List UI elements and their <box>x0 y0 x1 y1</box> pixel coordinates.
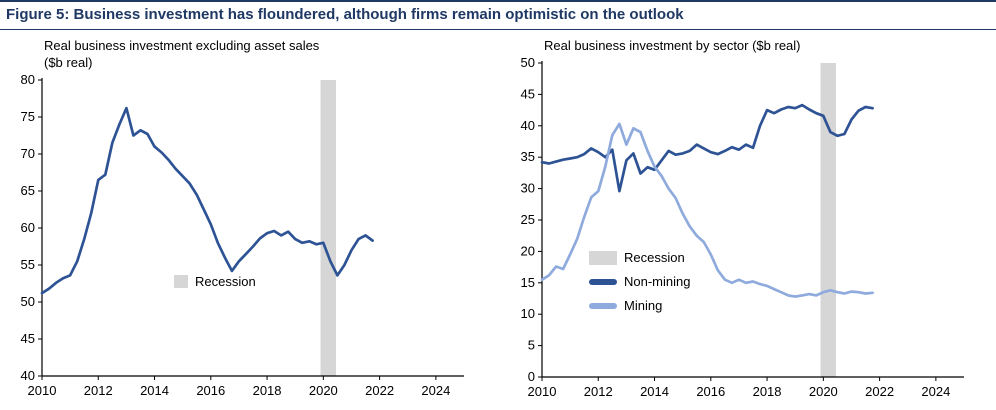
charts-row: Real business investment excluding asset… <box>0 30 996 410</box>
x-tick-label: 2014 <box>640 384 669 399</box>
x-tick-label: 2012 <box>584 384 613 399</box>
legend-item-recession: Recession <box>174 274 256 289</box>
non-mining-swatch <box>589 278 617 285</box>
y-tick-label: 5 <box>528 337 535 352</box>
x-tick-label: 2020 <box>809 384 838 399</box>
chart-right-title: Real business investment by sector ($b r… <box>544 38 801 53</box>
mining-swatch <box>589 302 617 309</box>
chart-left-title: Real business investment excluding asset… <box>44 38 320 70</box>
y-tick-label: 25 <box>521 212 535 227</box>
chart-left-legend: Recession <box>174 274 256 289</box>
legend-label-mining: Mining <box>624 298 663 313</box>
y-tick-label: 40 <box>521 118 535 133</box>
x-tick-label: 2016 <box>696 384 725 399</box>
x-tick-label: 2016 <box>196 383 225 398</box>
y-tick-label: 65 <box>21 183 35 198</box>
y-tick-label: 50 <box>21 294 35 309</box>
legend-item-non-mining: Non-mining <box>589 274 690 289</box>
y-tick-label: 75 <box>21 109 35 124</box>
series-line <box>40 106 374 295</box>
y-tick-label: 45 <box>521 86 535 101</box>
chart-left-canvas: 40 45 50 55 60 65 70 75 80 2010 2012 2014 2016 2018 20… <box>4 72 490 409</box>
recession-band <box>820 62 836 377</box>
y-tick-label: 50 <box>521 55 535 70</box>
x-tick-label: 2022 <box>365 383 394 398</box>
x-tick-label: 2024 <box>421 383 450 398</box>
y-tick-label: 60 <box>21 220 35 235</box>
figure-title: Figure 5: Business investment has flound… <box>0 0 996 30</box>
chart-right-legend: Recession Non-mining Mining <box>589 250 690 313</box>
x-tick-label: 2010 <box>528 384 557 399</box>
x-tick-label: 2012 <box>84 383 113 398</box>
y-tick-label: 0 <box>528 369 535 384</box>
chart-svg: 0 5 10 15 20 25 30 35 40 45 50 2010 2012 2014 2016 2018… <box>521 55 964 399</box>
y-tick-label: 40 <box>21 368 35 383</box>
x-tick-label: 2022 <box>865 384 894 399</box>
recession-swatch <box>174 275 188 288</box>
y-tick-label: 15 <box>521 275 535 290</box>
y-tick-label: 10 <box>521 306 535 321</box>
recession-band <box>320 79 336 376</box>
x-tick-label: 2014 <box>140 383 169 398</box>
y-tick-label: 55 <box>21 257 35 272</box>
y-tick-label: 20 <box>521 243 535 258</box>
recession-swatch <box>589 250 617 265</box>
legend-item-mining: Mining <box>589 298 690 313</box>
chart-left: Real business investment excluding asset… <box>4 32 490 410</box>
x-tick-label: 2010 <box>28 383 57 398</box>
series-line <box>540 122 874 298</box>
legend-label-recession: Recession <box>195 274 256 289</box>
y-tick-label: 35 <box>521 149 535 164</box>
chart-svg: 40 45 50 55 60 65 70 75 80 2010 2012 2014 2016 2018 20… <box>21 72 464 398</box>
x-tick-label: 2024 <box>921 384 950 399</box>
x-tick-label: 2018 <box>753 384 782 399</box>
y-tick-label: 45 <box>21 331 35 346</box>
legend-item-recession: Recession <box>589 250 690 265</box>
legend-label-non-mining: Non-mining <box>624 274 691 289</box>
x-tick-label: 2018 <box>253 383 282 398</box>
series-line <box>540 103 874 193</box>
y-tick-label: 80 <box>21 72 35 87</box>
chart-right-canvas: 0 5 10 15 20 25 30 35 40 45 50 2010 2012 2014 2016 2018… <box>504 55 990 410</box>
x-tick-label: 2020 <box>309 383 338 398</box>
legend-label-recession: Recession <box>624 250 685 265</box>
y-tick-label: 70 <box>21 146 35 161</box>
figure-title-text: Figure 5: Business investment has flound… <box>6 6 684 23</box>
y-tick-label: 30 <box>521 180 535 195</box>
chart-right: Real business investment by sector ($b r… <box>504 32 990 410</box>
